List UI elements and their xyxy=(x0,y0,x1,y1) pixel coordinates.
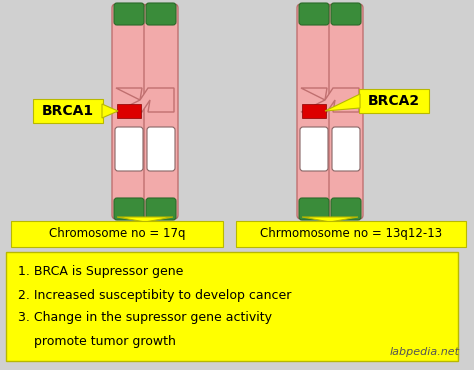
Polygon shape xyxy=(325,94,360,111)
Text: Chrmomosome no = 13q12-13: Chrmomosome no = 13q12-13 xyxy=(260,228,442,240)
FancyBboxPatch shape xyxy=(112,4,146,219)
FancyBboxPatch shape xyxy=(329,4,363,219)
FancyBboxPatch shape xyxy=(146,198,176,220)
Text: BRCA2: BRCA2 xyxy=(368,94,420,108)
Text: promote tumor growth: promote tumor growth xyxy=(18,334,176,347)
FancyBboxPatch shape xyxy=(331,198,361,220)
FancyBboxPatch shape xyxy=(299,3,329,25)
FancyBboxPatch shape xyxy=(331,3,361,25)
Text: Chromosome no = 17q: Chromosome no = 17q xyxy=(49,228,185,240)
Polygon shape xyxy=(302,217,358,222)
Text: labpedia.net: labpedia.net xyxy=(390,347,460,357)
FancyBboxPatch shape xyxy=(236,221,466,247)
Bar xyxy=(117,104,141,118)
FancyBboxPatch shape xyxy=(332,127,360,171)
FancyBboxPatch shape xyxy=(33,99,103,123)
Polygon shape xyxy=(116,88,174,112)
FancyBboxPatch shape xyxy=(115,127,143,171)
Polygon shape xyxy=(301,88,359,112)
FancyBboxPatch shape xyxy=(114,3,144,25)
FancyBboxPatch shape xyxy=(299,198,329,220)
FancyBboxPatch shape xyxy=(300,127,328,171)
Polygon shape xyxy=(117,217,173,222)
Text: BRCA1: BRCA1 xyxy=(42,104,94,118)
FancyBboxPatch shape xyxy=(146,3,176,25)
FancyBboxPatch shape xyxy=(297,4,331,219)
Text: 3. Change in the supressor gene activity: 3. Change in the supressor gene activity xyxy=(18,312,272,324)
Text: 2. Increased susceptibity to develop cancer: 2. Increased susceptibity to develop can… xyxy=(18,289,292,302)
FancyBboxPatch shape xyxy=(114,198,144,220)
FancyBboxPatch shape xyxy=(11,221,223,247)
Polygon shape xyxy=(102,104,118,118)
FancyBboxPatch shape xyxy=(144,4,178,219)
FancyBboxPatch shape xyxy=(147,127,175,171)
Bar xyxy=(302,104,326,118)
FancyBboxPatch shape xyxy=(359,89,429,113)
Text: 1. BRCA is Supressor gene: 1. BRCA is Supressor gene xyxy=(18,266,183,279)
FancyBboxPatch shape xyxy=(6,252,458,361)
